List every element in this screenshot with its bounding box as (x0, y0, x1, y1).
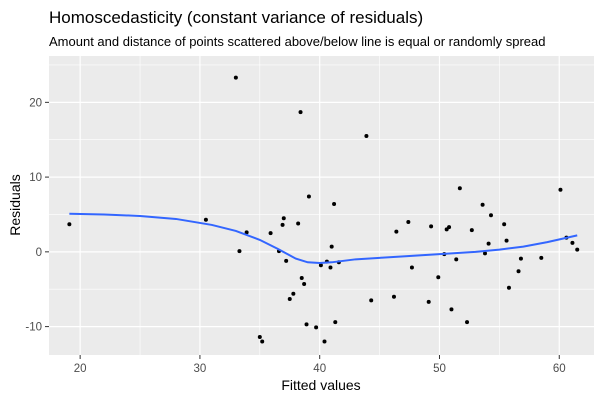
data-point (575, 247, 580, 252)
x-tick-label: 50 (433, 363, 446, 375)
y-axis-ticks: -10 0 10 20 (25, 97, 49, 334)
data-point (516, 269, 521, 274)
data-point (504, 238, 509, 243)
y-tick-label: -10 (25, 322, 42, 334)
data-point (502, 222, 507, 227)
data-point (318, 263, 323, 268)
data-point (449, 307, 454, 312)
y-tick-label: 0 (36, 247, 42, 259)
data-point (436, 275, 441, 280)
scatter-points (67, 75, 580, 344)
data-point (298, 110, 303, 115)
data-point (469, 228, 474, 233)
data-point (394, 229, 399, 234)
data-point (518, 256, 523, 261)
data-point (429, 224, 434, 229)
data-point (369, 298, 374, 303)
data-point (304, 322, 309, 327)
data-point (539, 255, 544, 260)
data-point (302, 281, 307, 286)
data-point (233, 75, 238, 80)
x-tick-label: 30 (194, 363, 207, 375)
data-point (203, 217, 208, 222)
chart-title: Homoscedasticity (constant variance of r… (49, 8, 423, 27)
data-point (281, 216, 286, 221)
data-point (488, 213, 493, 218)
y-tick-label: 10 (29, 172, 42, 184)
data-point (332, 202, 337, 207)
y-axis-title: Residuals (7, 174, 23, 235)
data-point (480, 202, 485, 207)
x-axis-title: Fitted values (281, 377, 360, 393)
data-point (306, 194, 311, 199)
data-point (314, 325, 319, 330)
data-point (570, 240, 575, 245)
x-tick-label: 20 (74, 363, 87, 375)
data-point (257, 335, 262, 340)
data-point (333, 320, 338, 325)
data-point (260, 339, 265, 344)
x-axis-ticks: 20 30 40 50 60 (74, 355, 566, 375)
data-point (291, 291, 296, 296)
data-point (447, 225, 452, 230)
data-point (268, 231, 273, 236)
data-point (454, 257, 459, 262)
data-point (486, 241, 491, 246)
data-point (506, 285, 511, 290)
data-point (299, 276, 304, 281)
data-point (457, 186, 462, 191)
major-gridlines (49, 56, 594, 355)
data-point (329, 244, 334, 249)
minor-gridlines (49, 56, 594, 355)
plot-panel (49, 56, 594, 355)
data-point (237, 249, 242, 254)
data-point (409, 265, 414, 270)
x-tick-label: 40 (313, 363, 326, 375)
data-point (465, 320, 470, 325)
data-point (280, 222, 285, 227)
data-point (391, 294, 396, 299)
data-point (244, 230, 249, 235)
data-point (483, 251, 487, 256)
data-point (558, 187, 563, 192)
data-point (426, 299, 431, 304)
chart-subtitle: Amount and distance of points scattered … (49, 34, 545, 49)
data-point (322, 339, 327, 344)
data-point (328, 265, 333, 270)
x-tick-label: 60 (553, 363, 566, 375)
data-point (67, 222, 72, 227)
y-tick-label: 20 (29, 97, 42, 109)
data-point (406, 219, 411, 224)
data-point (296, 221, 301, 226)
smooth-trend-line (69, 212, 578, 265)
data-point (287, 296, 292, 301)
data-point (364, 133, 369, 138)
data-point (284, 258, 289, 263)
